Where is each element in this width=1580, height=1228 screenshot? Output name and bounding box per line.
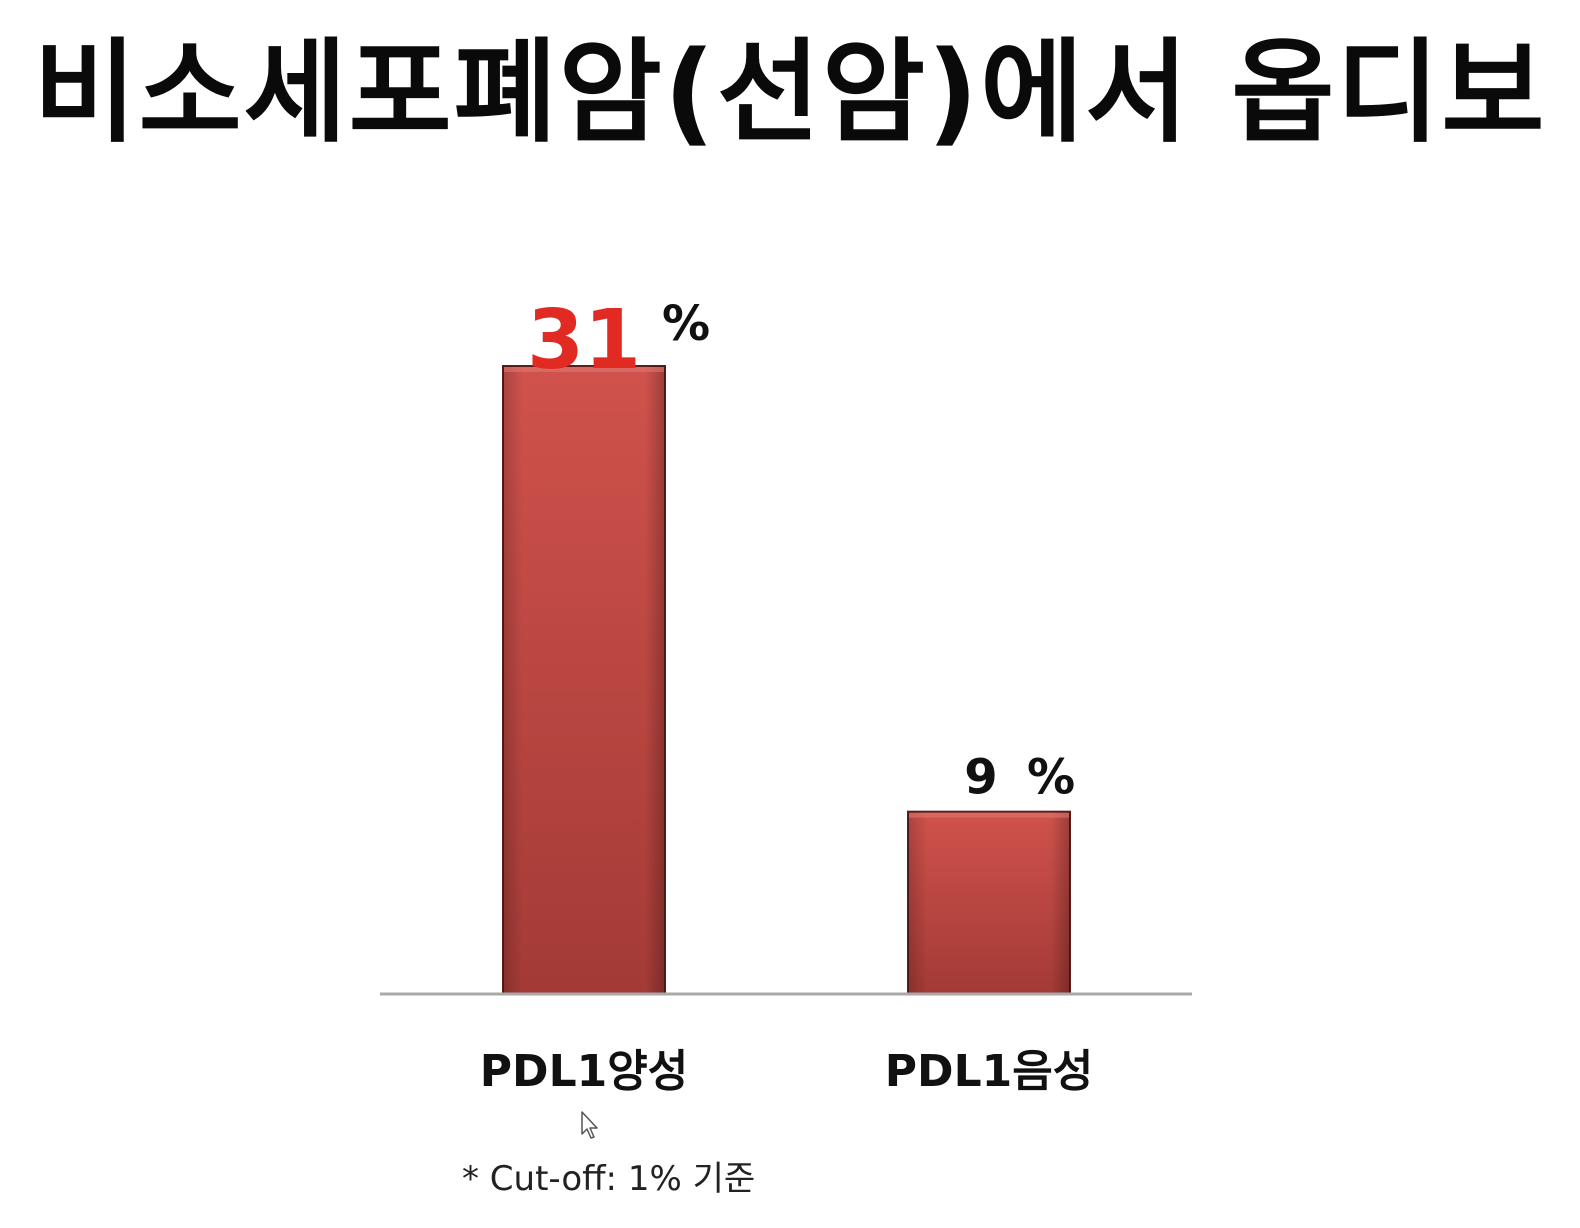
footnote: * Cut-off: 1% 기준 (462, 1159, 755, 1199)
category-label-2: PDL1음성 (885, 1046, 1093, 1097)
data-label-2: 9 (964, 750, 997, 806)
bar-top-highlight-2 (909, 812, 1069, 818)
data-label-1: 31 (527, 293, 641, 388)
category-label-1: PDL1양성 (480, 1046, 688, 1097)
data-label-unit-1: % (662, 296, 710, 352)
bars-layer (502, 365, 1071, 996)
mouse-pointer-icon (581, 1111, 598, 1139)
bar-shading-2 (908, 811, 1070, 994)
data-label-unit-2: % (1027, 750, 1075, 806)
bar-top-highlight-1 (504, 367, 664, 372)
labels-layer: 31 % PDL1양성 9 % PDL1음성 (480, 293, 1093, 1097)
bar-shading-1 (503, 366, 665, 994)
page-title: 비소세포폐암(선암)에서 옵디보 (33, 28, 1547, 158)
